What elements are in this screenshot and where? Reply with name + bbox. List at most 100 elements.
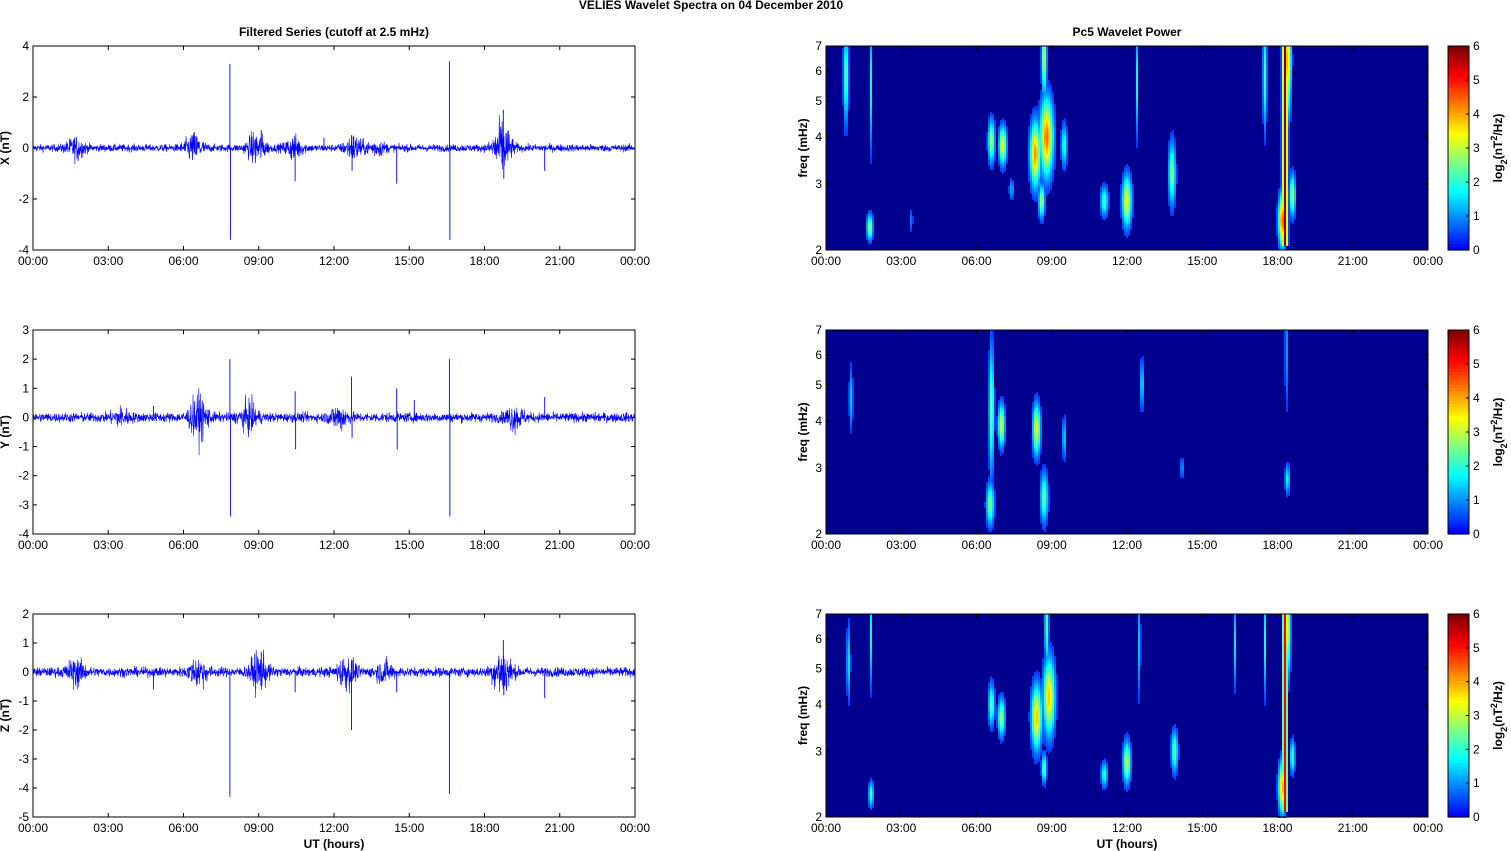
heatmap-cell — [1136, 128, 1138, 130]
heatmap-cell — [1128, 168, 1130, 170]
heatmap-cell — [842, 104, 844, 106]
heatmap-cell — [1062, 448, 1064, 450]
heatmap-cell — [1174, 162, 1176, 164]
heatmap-cell — [1284, 154, 1286, 156]
heatmap-cell — [1034, 680, 1036, 682]
x-tick-label: 12:00 — [319, 821, 349, 835]
heatmap-cell — [1044, 664, 1046, 666]
heatmap-cell — [1042, 504, 1044, 506]
heatmap-cell — [850, 402, 852, 404]
heatmap-cell — [1040, 520, 1042, 522]
heatmap-cell — [1120, 194, 1122, 196]
heatmap-cell — [1062, 456, 1064, 458]
heatmap-cell — [1044, 640, 1046, 642]
heatmap-cell — [1004, 414, 1006, 416]
heatmap-cell — [1064, 422, 1066, 424]
heatmap-cell — [912, 222, 914, 224]
heatmap-cell — [1040, 214, 1042, 216]
heatmap-cell — [1288, 124, 1290, 126]
heatmap-cell — [1294, 190, 1296, 192]
heatmap-cell — [1036, 412, 1038, 414]
heatmap-cell — [1000, 126, 1002, 128]
heatmap-cell — [990, 442, 992, 444]
heatmap-cell — [1126, 224, 1128, 226]
heatmap-cell — [1262, 88, 1264, 90]
x-tick-label: 18:00 — [469, 821, 499, 835]
heatmap-cell — [1040, 686, 1042, 688]
heatmap-cell — [994, 138, 996, 140]
heatmap-cell — [988, 444, 990, 446]
heatmap-cell — [1290, 174, 1292, 176]
heatmap-cell — [1106, 184, 1108, 186]
colorbar-swatch — [1448, 438, 1469, 443]
heatmap-cell — [1046, 500, 1048, 502]
heatmap-cell — [1174, 202, 1176, 204]
heatmap-cell — [1294, 202, 1296, 204]
heatmap-cell — [1048, 128, 1050, 130]
heatmap-cell — [1266, 76, 1268, 78]
heatmap-cell — [1036, 148, 1038, 150]
heatmap-cell — [1286, 168, 1288, 170]
heatmap-cell — [1282, 212, 1284, 214]
heatmap-cell — [1042, 126, 1044, 128]
heatmap-cell — [1284, 380, 1286, 382]
heatmap-cell — [1044, 208, 1046, 210]
colorbar-swatch — [1448, 368, 1469, 373]
heatmap-cell — [1290, 88, 1292, 90]
heatmap-cell — [1280, 146, 1282, 148]
heatmap-cell — [1282, 626, 1284, 628]
heatmap-cell — [1002, 400, 1004, 402]
heatmap-cell — [1168, 174, 1170, 176]
heatmap-cell — [1174, 172, 1176, 174]
heatmap-cell — [1030, 132, 1032, 134]
y-tick-label: -3 — [18, 498, 29, 512]
heatmap-cell — [1002, 158, 1004, 160]
heatmap-cell — [1030, 686, 1032, 688]
heatmap-cell — [1030, 130, 1032, 132]
heatmap-cell — [844, 120, 846, 122]
heatmap-cell — [1006, 154, 1008, 156]
heatmap-cell — [1288, 210, 1290, 212]
heatmap-cell — [1292, 170, 1294, 172]
heatmap-cell — [1106, 214, 1108, 216]
heatmap-cell — [1288, 84, 1290, 86]
heatmap-cell — [992, 140, 994, 142]
heatmap-cell — [1142, 370, 1144, 372]
heatmap-cell — [1044, 502, 1046, 504]
heatmap-cell — [1290, 660, 1292, 662]
heatmap-cell — [1040, 500, 1042, 502]
heatmap-cell — [1130, 200, 1132, 202]
heatmap-cell — [1142, 376, 1144, 378]
heatmap-cell — [1050, 184, 1052, 186]
heatmap-cell — [1294, 176, 1296, 178]
heatmap-cell — [1046, 512, 1048, 514]
heatmap-cell — [1064, 156, 1066, 158]
heatmap-cell — [986, 136, 988, 138]
heatmap-cell — [1038, 142, 1040, 144]
heatmap-cell — [1054, 690, 1056, 692]
heatmap-cell — [1002, 440, 1004, 442]
heatmap-cell — [1048, 190, 1050, 192]
heatmap-cell — [1130, 228, 1132, 230]
heatmap-cell — [872, 222, 874, 224]
heatmap-cell — [990, 468, 992, 470]
heatmap-cell — [846, 86, 848, 88]
heatmap-cell — [1264, 634, 1266, 636]
heatmap-cell — [1040, 504, 1042, 506]
x-tick-label: 15:00 — [1187, 254, 1217, 268]
heatmap-cell — [1048, 658, 1050, 660]
colorbar-swatch — [1448, 189, 1469, 194]
heatmap-cell — [1064, 448, 1066, 450]
colorbar-swatch — [1448, 116, 1469, 120]
heatmap-cell — [988, 386, 990, 388]
heatmap-cell — [986, 134, 988, 136]
heatmap-cell — [1282, 174, 1284, 176]
heatmap-cell — [1286, 182, 1288, 184]
heatmap-cell — [1282, 160, 1284, 162]
heatmap-cell — [988, 456, 990, 458]
heatmap-cell — [1042, 46, 1044, 48]
colorbar-swatch — [1448, 230, 1469, 235]
heatmap-cell — [1032, 152, 1034, 154]
heatmap-cell — [1282, 166, 1284, 168]
heatmap-cell — [1042, 672, 1044, 674]
